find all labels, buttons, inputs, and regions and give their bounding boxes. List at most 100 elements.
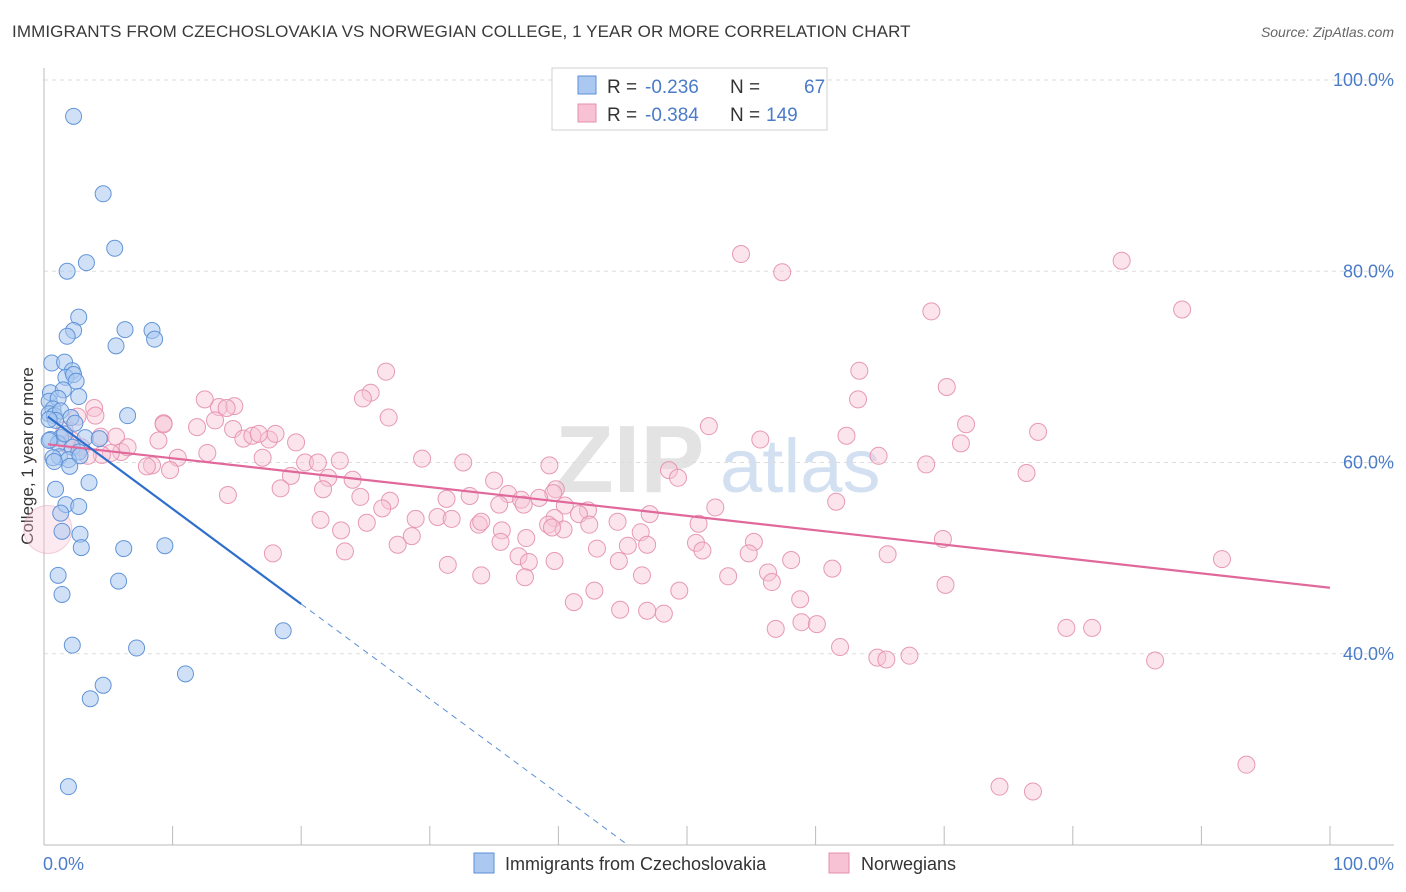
watermark-atlas: atlas (720, 424, 881, 509)
point-norwegians-145 (868, 648, 887, 667)
point-norwegians-97 (608, 512, 627, 531)
point-norwegians-114 (693, 541, 712, 560)
point-norwegians-126 (759, 563, 778, 582)
chart-title: IMMIGRANTS FROM CZECHOSLOVAKIA VS NORWEG… (12, 22, 911, 41)
point-norwegians-116 (263, 544, 282, 563)
trend-line-czechoslovakia-extension (300, 603, 629, 846)
point-norwegians-101 (554, 520, 573, 539)
legend-swatch-blue (577, 75, 597, 95)
point-norwegians-26 (1029, 422, 1048, 441)
point-norwegians-6 (850, 361, 869, 380)
legend-r-value-pink: -0.384 (645, 105, 699, 126)
point-norwegians-12 (195, 390, 214, 409)
source-credit: Source: ZipAtlas.com (1260, 24, 1394, 40)
point-czechoslovakia-50 (115, 540, 133, 558)
point-norwegians-5 (377, 362, 396, 381)
point-norwegians-33 (249, 424, 268, 443)
point-norwegians-96 (332, 521, 351, 540)
gridlines (44, 79, 1394, 655)
legend-row-pink: R = -0.384 N = 149 (607, 105, 798, 126)
point-norwegians-132 (762, 573, 781, 592)
point-czechoslovakia-45 (70, 497, 88, 515)
point-norwegians-10 (849, 390, 868, 409)
point-norwegians-144 (831, 638, 850, 657)
point-norwegians-103 (542, 518, 561, 537)
point-norwegians-133 (936, 575, 955, 594)
point-norwegians-30 (243, 426, 262, 445)
point-czechoslovakia-63 (45, 453, 63, 471)
point-czechoslovakia-54 (53, 585, 71, 603)
point-norwegians-84 (706, 498, 725, 517)
x-tick-label-min: 0.0% (43, 854, 84, 874)
point-norwegians-32 (266, 424, 285, 443)
point-norwegians-60 (1017, 464, 1036, 483)
point-czechoslovakia-0 (65, 107, 83, 125)
legend-swatch-pink (577, 103, 597, 123)
point-norwegians-76 (380, 491, 399, 510)
point-norwegians-147 (900, 646, 919, 665)
point-norwegians-108 (638, 535, 657, 554)
point-czechoslovakia-7 (58, 327, 76, 345)
point-czechoslovakia-43 (80, 474, 98, 492)
y-tick-label-40: 40.0% (1343, 644, 1394, 664)
series-legend-swatch-blue (473, 852, 495, 874)
series-norwegians (23, 245, 1256, 801)
point-norwegians-124 (823, 559, 842, 578)
point-norwegians-86 (640, 505, 659, 524)
point-norwegians-128 (472, 566, 491, 585)
point-norwegians-102 (580, 515, 599, 534)
point-norwegians-113 (618, 536, 637, 555)
point-norwegians-121 (609, 551, 628, 570)
series-legend-label-blue: Immigrants from Czechoslovakia (505, 854, 767, 874)
point-norwegians-3 (922, 302, 941, 321)
point-czechoslovakia-3 (77, 254, 95, 272)
legend-r-label-pink: R = (607, 105, 642, 126)
point-norwegians-7 (937, 377, 956, 396)
point-czechoslovakia-49 (72, 539, 90, 557)
point-norwegians-50 (308, 453, 327, 472)
point-norwegians-110 (587, 539, 606, 558)
point-norwegians-91 (311, 510, 330, 529)
point-norwegians-55 (540, 456, 559, 475)
point-norwegians-106 (687, 533, 706, 552)
point-norwegians-92 (357, 513, 376, 532)
series-legend: Immigrants from Czechoslovakia Norwegian… (473, 852, 956, 874)
point-norwegians-67 (314, 480, 333, 499)
point-norwegians-100 (442, 509, 461, 528)
legend-n-label-pink: N = (730, 105, 765, 126)
legend-n-value-blue: 67 (804, 77, 825, 98)
y-tick-label-60: 60.0% (1343, 453, 1394, 473)
point-norwegians-9 (353, 389, 372, 408)
point-norwegians-98 (689, 514, 708, 533)
point-norwegians-127 (1212, 550, 1231, 569)
point-norwegians-23 (379, 408, 398, 427)
point-norwegians-134 (585, 581, 604, 600)
point-norwegians-47 (253, 448, 272, 467)
point-czechoslovakia-52 (49, 566, 67, 584)
point-norwegians-75 (218, 486, 237, 505)
point-czechoslovakia-60 (81, 690, 99, 708)
point-norwegians-141 (766, 619, 785, 638)
point-norwegians-120 (519, 552, 538, 571)
point-norwegians-129 (632, 566, 651, 585)
watermark-zip: ZIP (555, 406, 704, 513)
point-norwegians-77 (827, 492, 846, 511)
point-czechoslovakia-10 (146, 330, 164, 348)
point-czechoslovakia-8 (116, 321, 134, 339)
point-norwegians-151 (1237, 755, 1256, 774)
point-czechoslovakia-56 (63, 636, 81, 654)
point-norwegians-152 (990, 777, 1009, 796)
point-norwegians-146 (877, 650, 896, 669)
point-norwegians-131 (515, 568, 534, 587)
point-norwegians-17 (86, 406, 105, 425)
point-norwegians-27 (837, 426, 856, 445)
point-norwegians-154 (154, 415, 173, 434)
point-norwegians-74 (437, 489, 456, 508)
legend-n-value-pink: 149 (766, 105, 798, 126)
point-norwegians-122 (739, 544, 758, 563)
point-norwegians-40 (951, 434, 970, 453)
point-czechoslovakia-51 (156, 537, 174, 555)
point-czechoslovakia-47 (53, 522, 71, 540)
point-czechoslovakia-57 (128, 639, 146, 657)
series-legend-label-pink: Norwegians (861, 854, 956, 874)
